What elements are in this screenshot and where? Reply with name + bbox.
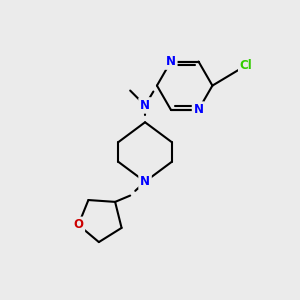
Text: N: N (140, 175, 150, 188)
Text: N: N (194, 103, 203, 116)
Text: N: N (166, 55, 176, 68)
Text: O: O (74, 218, 83, 231)
Text: Cl: Cl (240, 59, 253, 72)
Text: N: N (140, 99, 150, 112)
